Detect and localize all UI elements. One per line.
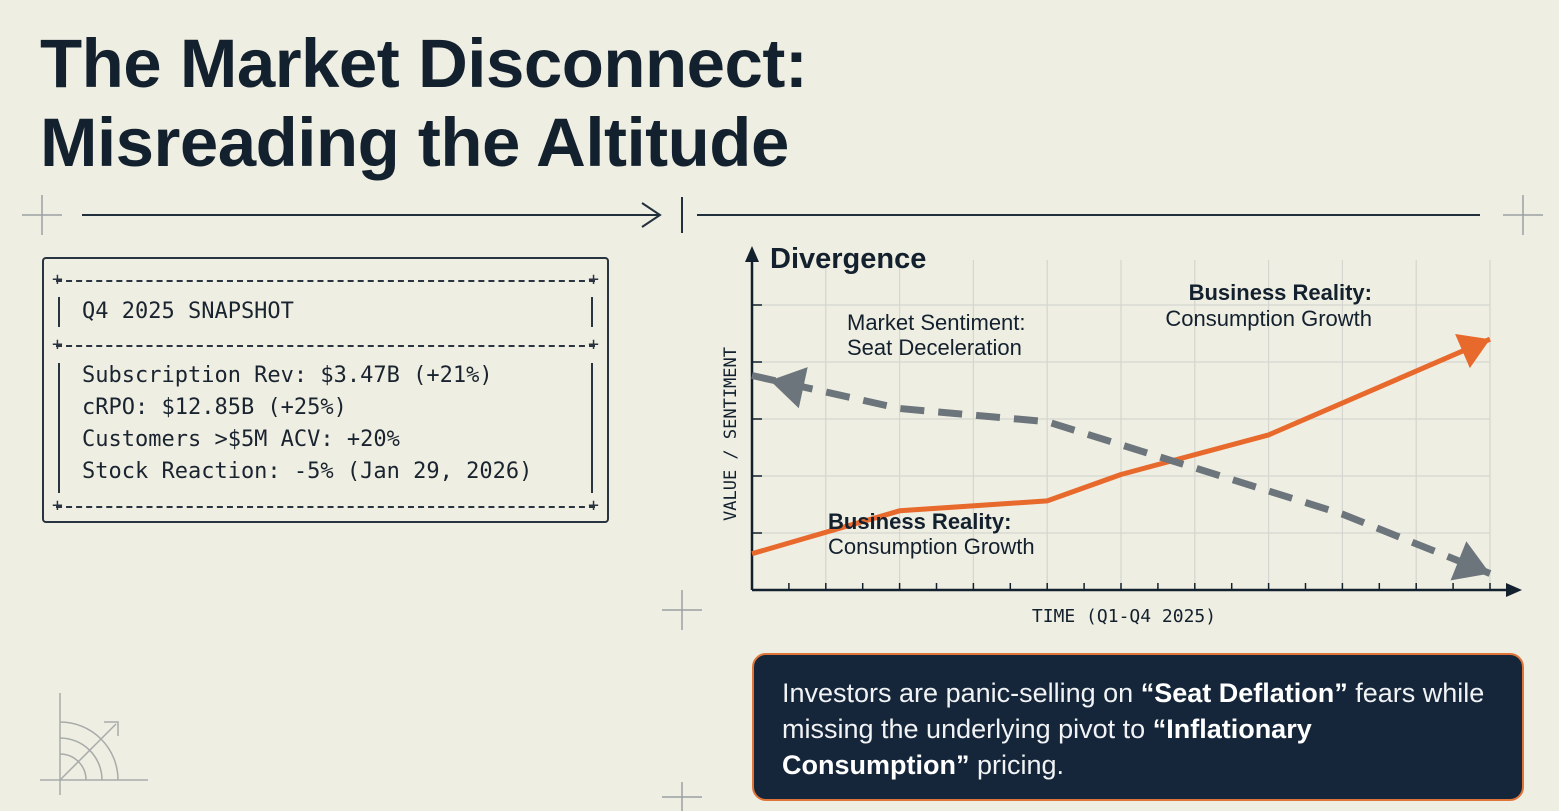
page-title: The Market Disconnect: Misreading the Al…: [40, 24, 808, 182]
callout-inflationary-consumption: “Inflationary Consumption”: [782, 714, 1312, 780]
snapshot-row-customers: Customers >$5M ACV: +20%: [82, 427, 400, 452]
x-axis-arrow: [1506, 583, 1522, 597]
crosshair-icon: [662, 782, 702, 811]
annotation-market-sentiment: Market Sentiment: Seat Deceleration: [847, 310, 1026, 360]
sentiment-arrow-start: [770, 367, 808, 409]
callout-text-1: Investors are panic-selling on: [782, 678, 1141, 708]
crosshair-icon: [662, 590, 702, 630]
series-market-sentiment: [751, 367, 1492, 581]
annotation-top-line-2: Consumption Growth: [1165, 306, 1372, 331]
title-line-1: The Market Disconnect:: [40, 25, 808, 102]
y-axis-arrow: [745, 246, 759, 262]
business-reality-line: [751, 336, 1491, 557]
chart-series: [751, 334, 1492, 581]
chart-title: Divergence: [770, 243, 926, 275]
x-axis-label: TIME (Q1-Q4 2025): [1032, 606, 1216, 627]
annotation-bottom-line-1: Business Reality:: [828, 509, 1011, 534]
callout-seat-deflation: “Seat Deflation”: [1140, 678, 1348, 708]
callout-text-3: pricing.: [969, 750, 1065, 780]
annotation-bottom-line-2: Consumption Growth: [828, 534, 1035, 559]
annotation-business-reality-bottom: Business Reality: Consumption Growth: [828, 509, 1035, 559]
callout-text-2: fears while missing the underlying pivot…: [782, 678, 1485, 744]
market-sentiment-line: [751, 372, 1492, 577]
growth-chart-icon: [40, 693, 148, 795]
insight-callout: Investors are panic-selling on “Seat Def…: [752, 653, 1524, 801]
crosshair-icon: [1503, 195, 1543, 235]
title-line-2: Misreading the Altitude: [40, 104, 789, 181]
sentiment-arrow-end: [1450, 541, 1490, 581]
reality-arrow-end: [1455, 334, 1490, 369]
crosshair-icon: [22, 195, 62, 235]
annotation-top-line-1: Business Reality:: [1189, 280, 1372, 305]
chart-ticks: [752, 304, 1491, 590]
snapshot-row-stock: Stock Reaction: -5% (Jan 29, 2026): [82, 459, 533, 484]
divergence-chart: Divergence VALUE / SENTIMENT TIME (Q1-Q4…: [721, 243, 1522, 627]
snapshot-row-subscription: Subscription Rev: $3.47B (+21%): [82, 363, 493, 388]
snapshot-heading: Q4 2025 SNAPSHOT: [82, 299, 294, 324]
series-business-reality: [751, 334, 1491, 557]
snapshot-row-crpo: cRPO: $12.85B (+25%): [82, 395, 347, 420]
snapshot-card: + + + + + + Q4 2025 SNAPSHOT Subscriptio…: [42, 257, 609, 523]
annotation-sentiment-line-2: Seat Deceleration: [847, 335, 1022, 360]
annotation-business-reality-top: Business Reality: Consumption Growth: [1165, 280, 1372, 331]
divider-arrow-head: [641, 202, 662, 228]
annotation-sentiment-line-1: Market Sentiment:: [847, 310, 1026, 335]
y-axis-label: VALUE / SENTIMENT: [721, 347, 741, 521]
